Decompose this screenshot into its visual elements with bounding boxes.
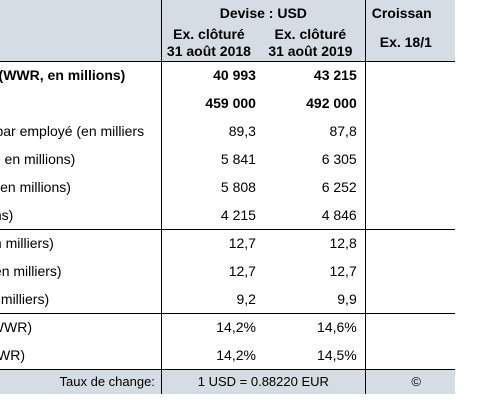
row-label: (OP/WWR) <box>0 313 162 341</box>
value-2018: 5 808 <box>220 179 256 195</box>
growth-cell <box>365 313 455 341</box>
table-row: ndial (WWR, en millions) 40 993 43 215 <box>0 61 455 89</box>
growth-cell <box>365 285 455 314</box>
value-2018: 40 993 <box>213 67 256 84</box>
growth-header: Croissan <box>365 0 455 25</box>
value-2018: 14,2% <box>216 319 256 336</box>
row-label: nde (en milliers) <box>0 257 162 285</box>
row-label: BT/WWR) <box>0 341 162 370</box>
value-2019: 12,7 <box>263 257 366 285</box>
table-row: millions) 4 215 4 846 <box>0 201 455 230</box>
value-2019: 12,8 <box>263 229 366 257</box>
exchange-rate-row: Taux de change: 1 USD = 0.88220 EUR © <box>0 369 455 394</box>
table-row: (OP/WWR) 14,2% 14,6% <box>0 313 455 341</box>
fy2018-header-line2: 31 août 2018 <box>166 42 251 59</box>
financial-table: Devise : USD Croissan Ex. clôturé 31 aoû… <box>0 0 455 394</box>
row-label: ndial par employé (en milliers <box>0 117 162 145</box>
row-label: n (OP, en millions) <box>0 145 162 173</box>
growth-cell <box>365 257 455 285</box>
table-row: nde (en milliers) 12,7 12,7 <box>0 257 455 285</box>
fy2018-header-line1: Ex. clôturé <box>173 25 245 42</box>
table-row: ndial par employé (en milliers 89,3 87,8 <box>0 117 455 145</box>
growth-cell <box>365 145 455 173</box>
row-label: millions) <box>0 201 162 230</box>
table-row: n (OP, en millions) 5 841 6 305 <box>0 145 455 173</box>
value-2019: 6 305 <box>263 145 366 173</box>
growth-cell <box>365 89 455 117</box>
table-row: le (en milliers) 9,2 9,9 <box>0 285 455 314</box>
value-2019: 9,9 <box>263 285 366 314</box>
value-2018: 12,7 <box>228 263 256 279</box>
copyright-mark: © <box>365 369 455 394</box>
row-label: ndial (WWR, en millions) <box>0 61 162 89</box>
growth-subheader: Ex. 18/1 <box>365 25 455 62</box>
value-2019: 4 846 <box>263 201 366 230</box>
exchange-rate-value: 1 USD = 0.88220 EUR <box>161 369 366 394</box>
growth-cell <box>365 229 455 257</box>
value-2019: 87,8 <box>263 117 366 145</box>
value-2019: 6 252 <box>263 173 366 201</box>
fy2018-header: Ex. clôturé 31 août 2018 <box>161 25 264 62</box>
value-2018: 89,3 <box>228 123 256 139</box>
value-2018: 14,2% <box>161 341 264 370</box>
growth-cell <box>365 117 455 145</box>
value-2019: 14,6% <box>263 313 366 341</box>
fy2019-header: Ex. clôturé 31 août 2019 <box>263 25 366 62</box>
header-row-2: Ex. clôturé 31 août 2018 Ex. clôturé 31 … <box>0 25 455 62</box>
growth-cell <box>365 61 455 89</box>
value-2019: 492 000 <box>263 89 366 117</box>
table-row: (PBT, en millions) 5 808 6 252 <box>0 173 455 201</box>
value-2018: 9,2 <box>161 285 264 314</box>
value-2018: 5 841 <box>220 151 256 167</box>
header-row-1: Devise : USD Croissan <box>0 0 455 25</box>
row-label: (PBT, en millions) <box>0 173 162 201</box>
fy2019-header-line1: Ex. clôturé <box>274 25 347 42</box>
table-row: 459 000 492 000 <box>0 89 455 117</box>
value-2018: 12,7 <box>228 235 256 252</box>
table-row: BT/WWR) 14,2% 14,5% <box>0 341 455 370</box>
growth-cell <box>365 173 455 201</box>
value-2019: 14,5% <box>263 341 366 370</box>
header-blank-cell <box>0 0 162 25</box>
growth-cell <box>365 201 455 230</box>
value-2019: 43 215 <box>263 61 366 89</box>
row-label <box>0 89 162 117</box>
currency-header: Devise : USD <box>161 0 366 25</box>
value-2018: 459 000 <box>205 95 256 111</box>
fy2019-header-line2: 31 août 2019 <box>268 42 353 59</box>
value-2018: 4 215 <box>161 201 264 230</box>
header-blank-cell-2 <box>0 25 162 62</box>
row-label: de (en milliers) <box>0 229 162 257</box>
row-label: le (en milliers) <box>0 285 162 314</box>
exchange-rate-label: Taux de change: <box>0 369 162 394</box>
table-row: de (en milliers) 12,7 12,8 <box>0 229 455 257</box>
growth-cell <box>365 341 455 370</box>
